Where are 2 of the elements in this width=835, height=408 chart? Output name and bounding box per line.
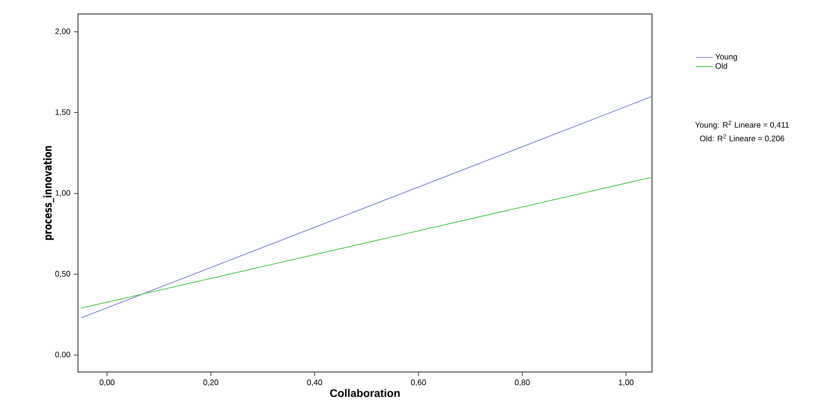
y-axis-title: process_innovation (43, 146, 54, 240)
x-axis-title: Collaboration (330, 388, 400, 397)
